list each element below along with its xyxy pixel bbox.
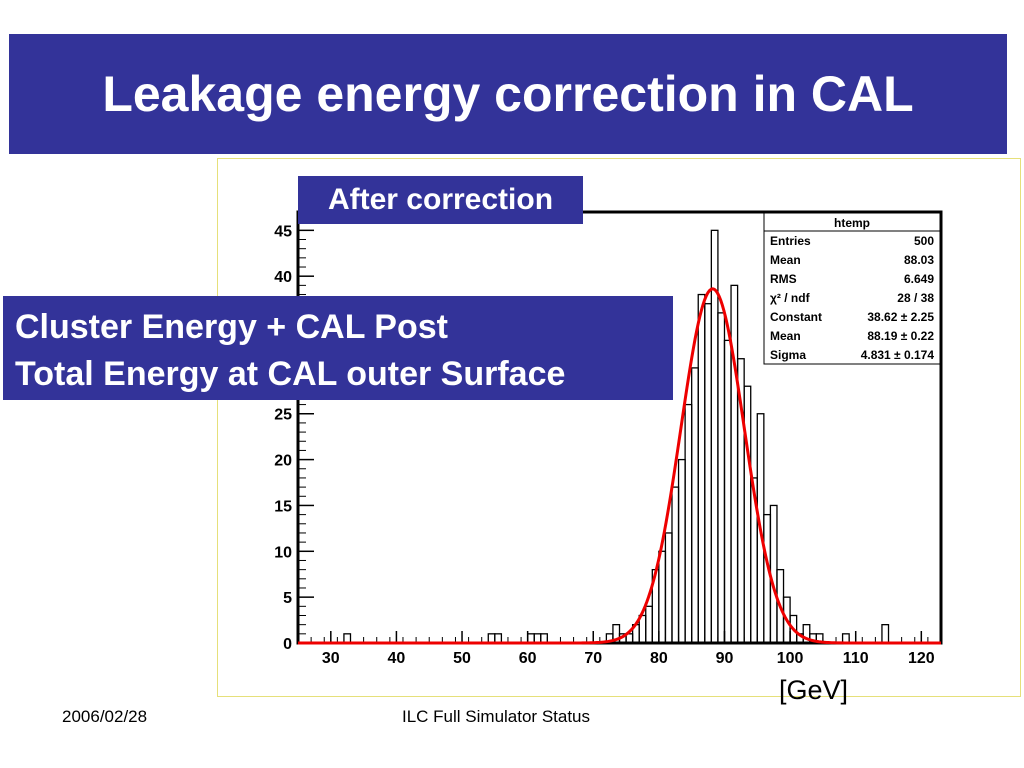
energy-overlay-box: Cluster Energy + CAL Post Total Energy a… [3, 296, 673, 400]
x-tick-label: 70 [584, 650, 602, 667]
histogram-bin [691, 367, 699, 644]
histogram-bin [664, 532, 673, 644]
stats-title: htemp [834, 216, 870, 230]
y-tick-label: 15 [274, 498, 292, 515]
x-tick-label: 30 [322, 650, 340, 667]
gaussian-fit-curve [298, 287, 941, 645]
histogram-bin [730, 284, 739, 644]
stats-row-label: Mean [770, 253, 801, 267]
histogram-bin [881, 624, 890, 644]
y-tick-label: 20 [274, 453, 292, 470]
histogram-layer [343, 229, 890, 644]
title-banner: Leakage energy correction in CAL [9, 34, 1007, 154]
histogram-bin [723, 339, 732, 644]
histogram-bin [697, 293, 706, 644]
histogram-bin [684, 403, 693, 644]
x-unit-label: [GeV] [779, 675, 849, 705]
stats-row-value: 88.03 [904, 253, 934, 267]
histogram-bin [789, 614, 798, 644]
histogram-bin [658, 550, 667, 644]
stats-row-value: 28 / 38 [897, 291, 934, 305]
fit-layer [298, 287, 941, 645]
after-correction-badge: After correction [298, 176, 583, 224]
stats-row-label: RMS [770, 272, 797, 286]
stats-box: htemp Entries 500 Mean 88.03 RMS 6.649 χ² / ndf… [763, 212, 941, 365]
stats-row-value: 6.649 [904, 272, 934, 286]
x-tick-label: 100 [777, 650, 804, 667]
stats-row-value: 4.831 ± 0.174 [861, 348, 935, 362]
x-tick-label: 50 [453, 650, 471, 667]
x-tick-label: 90 [716, 650, 734, 667]
x-tick-label: 120 [908, 650, 935, 667]
y-tick-label: 45 [274, 223, 292, 240]
overlay-line-1: Cluster Energy + CAL Post [15, 308, 448, 346]
overlay-line-2: Total Energy at CAL outer Surface [15, 355, 566, 393]
histogram-bin [671, 486, 680, 644]
stats-row-value: 500 [914, 234, 934, 248]
slide-title: Leakage energy correction in CAL [102, 66, 914, 122]
x-tick-label: 40 [388, 650, 406, 667]
footer-title: ILC Full Simulator Status [402, 707, 591, 726]
histogram-bin [763, 513, 772, 644]
x-tick-label: 110 [843, 650, 869, 667]
footer-date: 2006/02/28 [62, 707, 148, 726]
stats-row-label: Entries [770, 234, 811, 248]
x-tick-label: 80 [650, 650, 668, 667]
stats-row-label: Sigma [770, 348, 806, 362]
y-tick-label: 0 [283, 636, 292, 653]
stats-row-value: 88.19 ± 0.22 [867, 329, 934, 343]
stats-row-label: Mean [770, 329, 801, 343]
y-tick-label: 40 [274, 269, 292, 286]
stats-row-label: Constant [770, 310, 822, 324]
histogram-bin [645, 605, 653, 644]
x-tick-label: 60 [519, 650, 537, 667]
stats-row-label: χ² / ndf [770, 291, 811, 305]
histogram-bin [704, 303, 713, 644]
histogram-bin [677, 458, 686, 644]
stats-row-value: 38.62 ± 2.25 [867, 310, 934, 324]
y-tick-label: 25 [274, 407, 292, 424]
y-tick-label: 5 [283, 590, 292, 607]
stats-box-frame [763, 212, 941, 365]
histogram-bin [717, 312, 726, 644]
y-tick-label: 10 [274, 544, 292, 561]
